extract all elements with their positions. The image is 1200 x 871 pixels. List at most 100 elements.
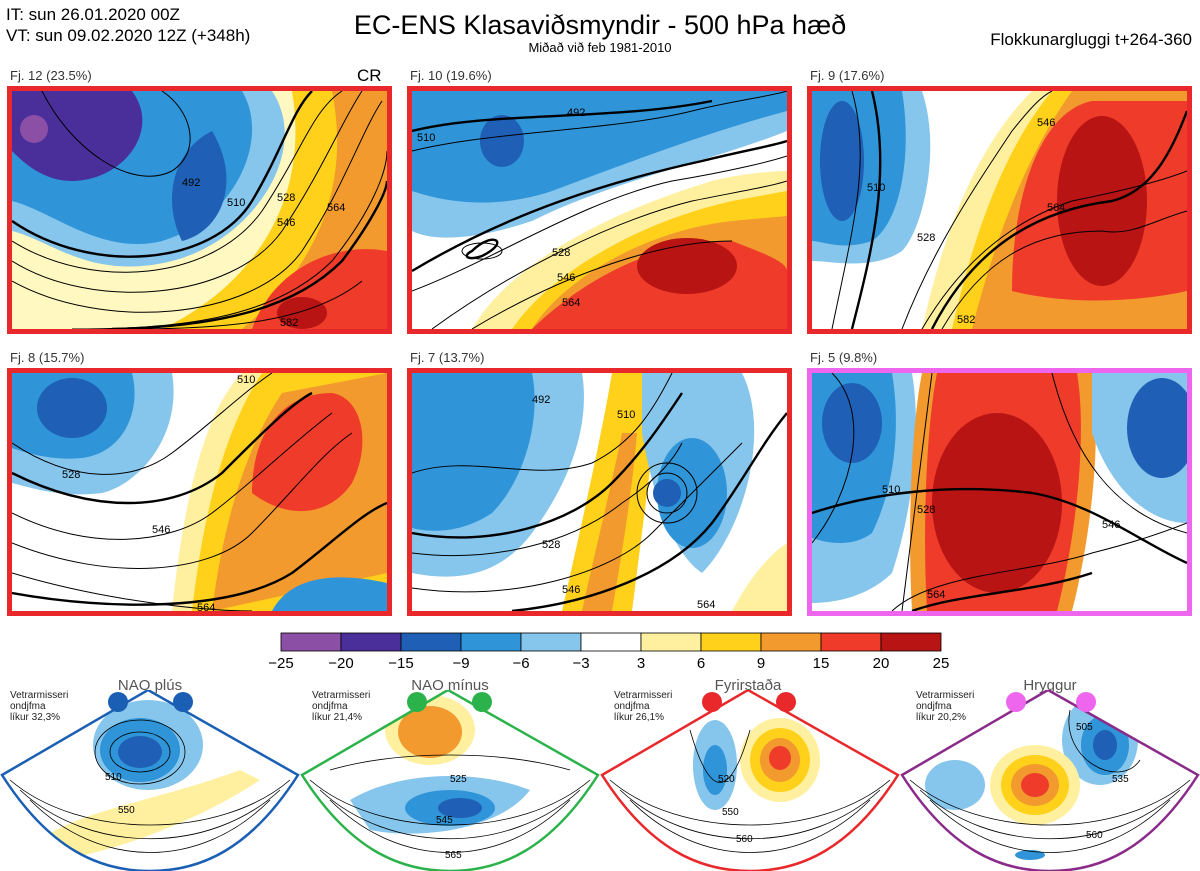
panel-label-3: Fj. 8 (15.7%) bbox=[10, 350, 85, 365]
contour-label-3-3: 564 bbox=[197, 602, 215, 611]
colorbar-segment bbox=[340, 632, 402, 652]
contour-label-0-0: 510 bbox=[227, 197, 245, 209]
note-line: ondjfma bbox=[916, 701, 952, 712]
colorbar-tick: −9 bbox=[452, 655, 470, 672]
colorbar-tick: 20 bbox=[872, 655, 890, 672]
cluster-map-fj8: 510 528 546 564 bbox=[7, 368, 392, 616]
colorbar-tick: 25 bbox=[932, 655, 950, 672]
note-line: ondjfma bbox=[312, 701, 348, 712]
regime1-contour-0: 525 bbox=[450, 774, 467, 785]
note-line: Vetrarmisseri bbox=[916, 690, 975, 701]
note-line: Vetrarmisseri bbox=[312, 690, 371, 701]
cluster-map-fj5: 510 528 546 564 bbox=[807, 368, 1192, 616]
contour-label-2-2: 546 bbox=[1037, 117, 1055, 129]
page-subtitle: Miðað við feb 1981-2010 bbox=[528, 40, 672, 55]
regime0-contour-0: 510 bbox=[105, 772, 122, 783]
contour-label-0-5: 582 bbox=[280, 317, 298, 329]
panel-label-5: Fj. 5 (9.8%) bbox=[810, 350, 878, 365]
colorbar-segment bbox=[580, 632, 642, 652]
regime-title-nao-minus: NAO mínus bbox=[411, 677, 489, 694]
contour-label-3-0: 510 bbox=[237, 374, 255, 386]
regime-map-nao-plus: 510 550 bbox=[0, 690, 300, 871]
regime3-contour-1: 535 bbox=[1112, 774, 1129, 785]
note-line: ondjfma bbox=[10, 701, 46, 712]
contour-label-2-0: 510 bbox=[867, 182, 885, 194]
note-line: líkur 20,2% bbox=[916, 712, 967, 723]
regime-note-3: Vetrarmisseri ondjfma líkur 20,2% bbox=[916, 690, 974, 723]
contour-label-4-4: 564 bbox=[697, 599, 715, 611]
regime1-contour-2: 565 bbox=[445, 850, 462, 861]
regime-dot-3a bbox=[1006, 692, 1026, 712]
colorbar-segment bbox=[460, 632, 522, 652]
colorbar-tick: −15 bbox=[388, 655, 414, 672]
note-line: Vetrarmisseri bbox=[614, 690, 673, 701]
page-title: EC-ENS Klasaviðsmyndir - 500 hPa hæð bbox=[353, 10, 847, 40]
regime-dot-0b bbox=[173, 692, 193, 712]
regime3-contour-0: 505 bbox=[1076, 722, 1093, 733]
contour-label-5-0: 510 bbox=[882, 484, 900, 496]
regime2-contour-1: 550 bbox=[722, 807, 739, 818]
colorbar-segment bbox=[640, 632, 702, 652]
note-line: ondjfma bbox=[614, 701, 650, 712]
contour-label-1-2: 528 bbox=[552, 247, 570, 259]
contour-label-0-4: 564 bbox=[327, 202, 345, 214]
colorbar-tick: −3 bbox=[572, 655, 590, 672]
contour-label-0-1: 492 bbox=[182, 177, 200, 189]
cr-label: CR bbox=[357, 66, 382, 85]
colorbar-tick: 15 bbox=[812, 655, 830, 672]
contour-label-4-0: 492 bbox=[532, 394, 550, 406]
contour-label-4-1: 510 bbox=[617, 409, 635, 421]
regime1-contour-1: 545 bbox=[436, 815, 453, 826]
regime-map-blocking: 520 550 560 bbox=[600, 690, 900, 871]
contour-label-4-2: 528 bbox=[542, 539, 560, 551]
panel-label-2: Fj. 9 (17.6%) bbox=[810, 68, 885, 83]
panel-label-4: Fj. 7 (13.7%) bbox=[410, 350, 485, 365]
contour-label-4-3: 546 bbox=[562, 584, 580, 596]
colorbar bbox=[280, 632, 942, 652]
colorbar-segment bbox=[700, 632, 762, 652]
regime2-contour-0: 520 bbox=[718, 774, 735, 785]
contour-label-0-2: 528 bbox=[277, 192, 295, 204]
regime-title-nao-plus: NAO plús bbox=[117, 677, 183, 694]
cluster-map-fj12: 510 492 528 546 564 582 bbox=[7, 86, 392, 334]
regime-map-nao-minus: 525 545 565 bbox=[300, 690, 600, 871]
contour-label-1-1: 510 bbox=[417, 132, 435, 144]
regime3-contour-2: 560 bbox=[1086, 830, 1103, 841]
regime-note-1: Vetrarmisseri ondjfma líkur 21,4% bbox=[312, 690, 370, 723]
regime-title-ridge: Hryggur bbox=[1023, 677, 1077, 694]
colorbar-segment bbox=[400, 632, 462, 652]
contour-label-0-3: 546 bbox=[277, 217, 295, 229]
vt-line: VT: sun 09.02.2020 12Z (+348h) bbox=[6, 26, 251, 45]
it-line: IT: sun 26.01.2020 00Z bbox=[6, 5, 180, 24]
cluster-map-fj7: 492 510 528 546 564 bbox=[407, 368, 792, 616]
contour-label-1-3: 546 bbox=[557, 272, 575, 284]
regime-note-2: Vetrarmisseri ondjfma líkur 26,1% bbox=[614, 690, 672, 723]
regime-dot-0a bbox=[108, 692, 128, 712]
colorbar-segment bbox=[820, 632, 882, 652]
regime-dot-1b bbox=[472, 692, 492, 712]
regime-note-0: Vetrarmisseri ondjfma líkur 32,3% bbox=[10, 690, 68, 723]
colorbar-segment bbox=[880, 632, 942, 652]
colorbar-tick: −20 bbox=[328, 655, 354, 672]
regime-dot-2b bbox=[776, 692, 796, 712]
note-line: líkur 26,1% bbox=[614, 712, 665, 723]
panel-label-1: Fj. 10 (19.6%) bbox=[410, 68, 492, 83]
contour-label-5-3: 564 bbox=[927, 589, 945, 601]
cluster-map-fj10: 492 510 528 546 564 bbox=[407, 86, 792, 334]
note-line: Vetrarmisseri bbox=[10, 690, 69, 701]
contour-label-3-1: 528 bbox=[62, 469, 80, 481]
colorbar-segment bbox=[760, 632, 822, 652]
regime-dot-1a bbox=[407, 692, 427, 712]
colorbar-segment bbox=[280, 632, 342, 652]
contour-label-3-2: 546 bbox=[152, 524, 170, 536]
panel-label-0: Fj. 12 (23.5%) bbox=[10, 68, 92, 83]
colorbar-tick: −6 bbox=[512, 655, 530, 672]
contour-label-2-3: 564 bbox=[1047, 202, 1065, 214]
contour-label-1-4: 564 bbox=[562, 297, 580, 309]
regime0-contour-1: 550 bbox=[118, 805, 135, 816]
colorbar-tick: −25 bbox=[268, 655, 294, 672]
note-line: líkur 21,4% bbox=[312, 712, 363, 723]
contour-label-2-1: 528 bbox=[917, 232, 935, 244]
regime-title-blocking: Fyrirstaða bbox=[714, 677, 782, 694]
regime-map-ridge: 505 535 560 bbox=[900, 690, 1200, 871]
